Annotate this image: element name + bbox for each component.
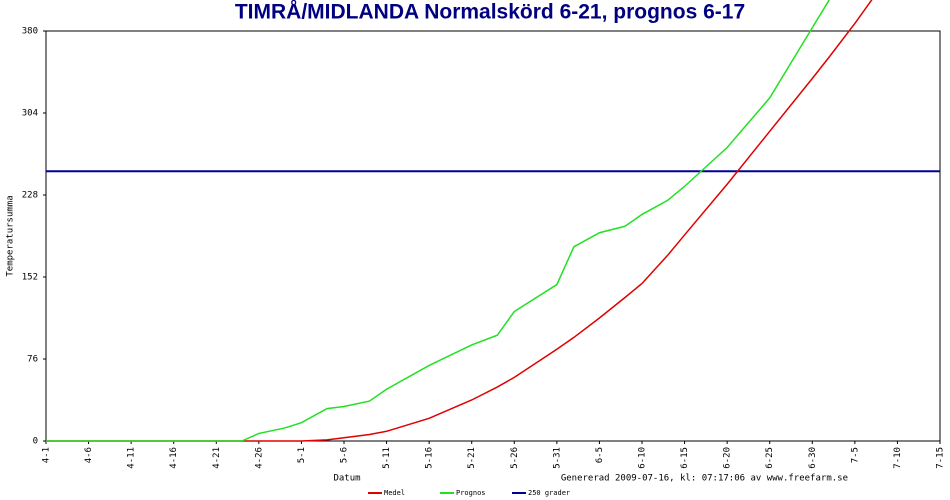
x-tick-label: 5-26	[510, 447, 520, 469]
y-tick-label: 76	[27, 355, 38, 365]
series-line	[46, 0, 830, 442]
x-tick-label: 5-1	[297, 447, 307, 463]
legend-label: 250 grader	[528, 489, 570, 497]
legend-label: Medel	[384, 489, 405, 497]
x-tick-label: 7-10	[893, 447, 903, 469]
y-tick-label: 0	[33, 437, 38, 447]
series-line	[46, 0, 873, 442]
chart-title: TIMRÅ/MIDLANDA Normalskörd 6-21, prognos…	[235, 0, 745, 24]
x-tick-label: 4-16	[169, 447, 179, 469]
x-tick-label: 6-30	[808, 447, 818, 469]
x-tick-label: 5-11	[382, 447, 392, 469]
x-tick-label: 7-5	[850, 447, 860, 463]
x-tick-label: 6-25	[765, 447, 775, 469]
x-tick-label: 6-10	[638, 447, 648, 469]
legend-label: Prognos	[456, 489, 486, 497]
y-tick-label: 152	[22, 273, 38, 283]
footer: Genererad 2009-07-16, kl: 07:17:06 av ww…	[561, 474, 848, 484]
x-tick-label: 7-15	[936, 447, 946, 469]
y-tick-label: 380	[22, 27, 38, 37]
x-tick-label: 5-21	[467, 447, 477, 469]
y-axis-label: Temperatursumma	[6, 195, 16, 276]
x-tick-label: 6-20	[723, 447, 733, 469]
plot-frame	[45, 30, 941, 442]
x-tick-label: 4-21	[212, 447, 222, 469]
x-tick-label: 4-26	[254, 447, 264, 469]
x-tick-label: 6-15	[680, 447, 690, 469]
x-tick-label: 5-31	[552, 447, 562, 469]
x-tick-label: 5-16	[425, 447, 435, 469]
x-tick-label: 4-11	[127, 447, 137, 469]
x-tick-label: 5-6	[340, 447, 350, 463]
x-tick-label: 6-5	[595, 447, 605, 463]
y-tick-label: 304	[22, 109, 38, 119]
x-axis-label: Datum	[333, 474, 360, 484]
x-tick-label: 4-1	[42, 447, 52, 463]
x-tick-label: 4-6	[84, 447, 94, 463]
y-tick-label: 228	[22, 191, 38, 201]
